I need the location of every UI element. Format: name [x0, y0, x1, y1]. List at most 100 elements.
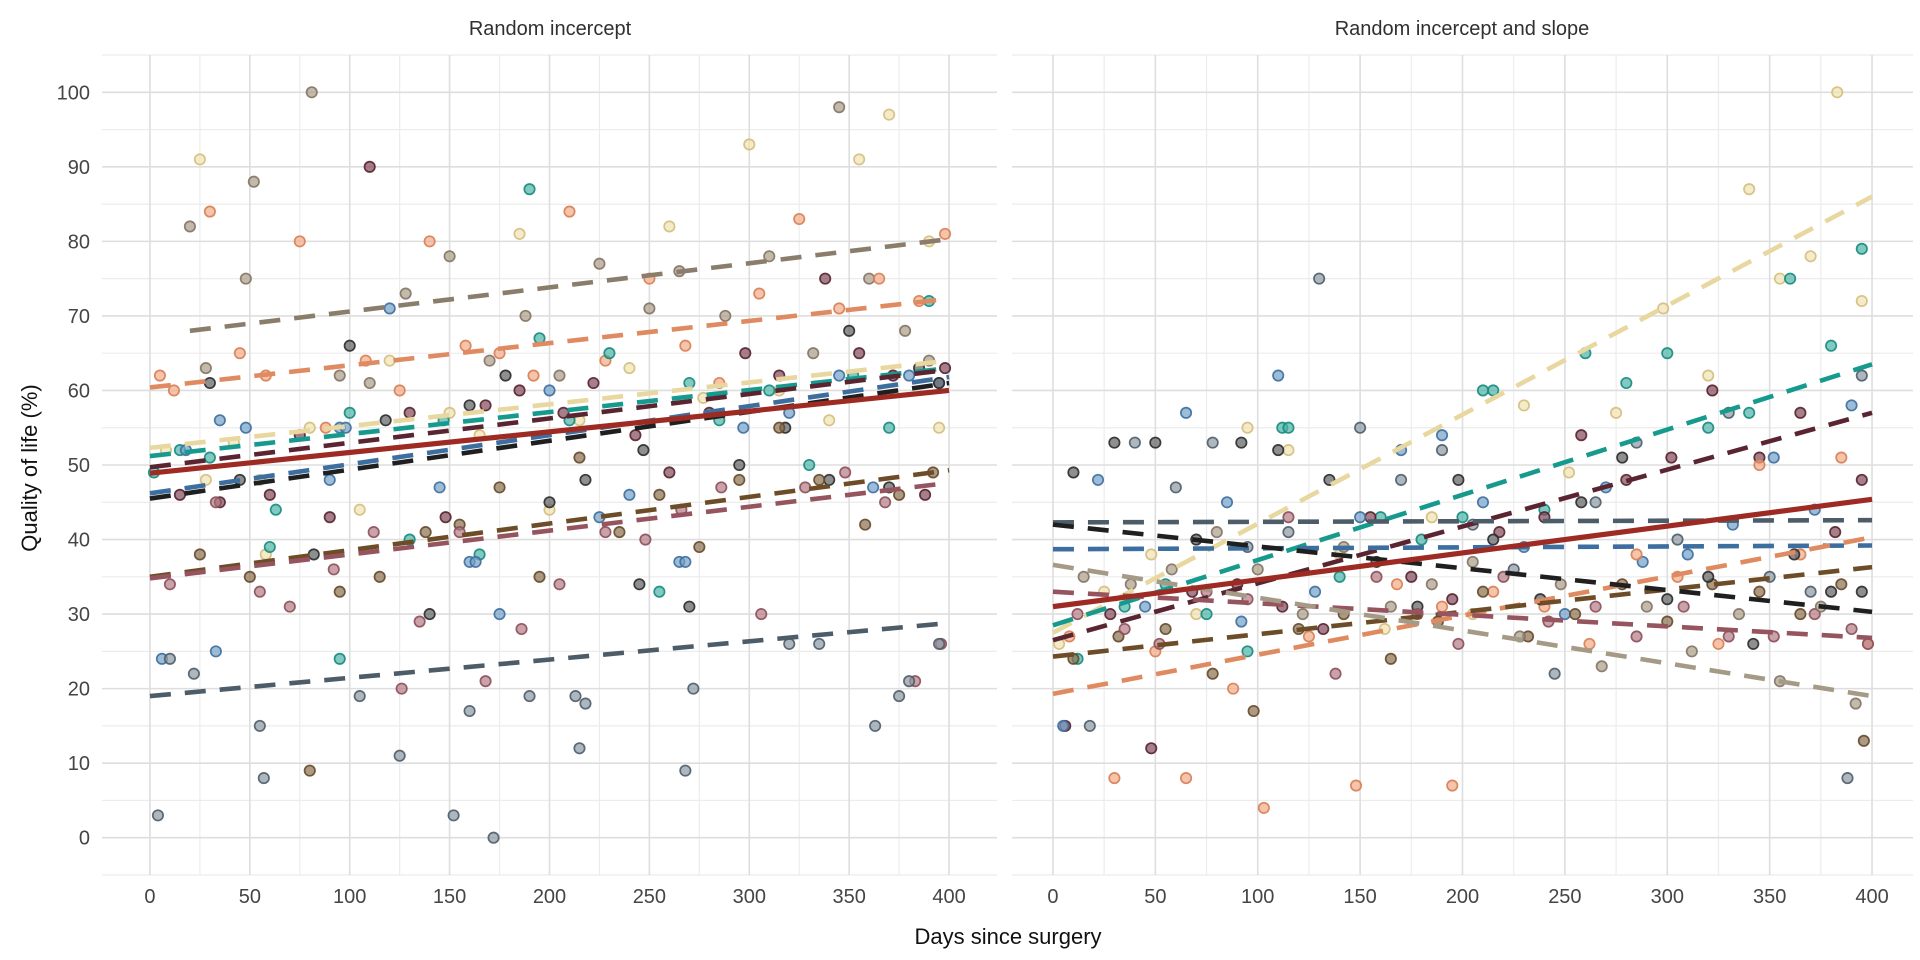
data-point — [233, 347, 246, 360]
data-point — [1333, 570, 1346, 583]
data-point — [1190, 608, 1203, 621]
data-point — [1159, 622, 1172, 636]
data-point — [1272, 444, 1285, 457]
data-point — [363, 376, 376, 390]
data-point — [813, 637, 826, 650]
data-point — [459, 339, 472, 352]
x-tick-label: 100 — [333, 886, 366, 908]
data-point — [353, 690, 366, 703]
data-point — [519, 309, 532, 322]
data-point — [423, 608, 436, 621]
x-tick-label: 350 — [832, 886, 865, 908]
data-point — [633, 578, 646, 591]
data-point — [1272, 369, 1285, 382]
data-point — [623, 488, 636, 501]
data-point — [1108, 772, 1121, 785]
data-point — [579, 473, 592, 486]
x-tick-label: 0 — [1047, 886, 1058, 908]
data-point — [1227, 682, 1240, 695]
data-point — [209, 645, 222, 658]
data-point — [395, 682, 408, 695]
data-point — [593, 257, 606, 270]
data-point — [1200, 608, 1213, 621]
data-point — [203, 376, 216, 390]
data-point — [1206, 436, 1219, 449]
data-point — [527, 369, 540, 382]
data-point — [419, 526, 432, 539]
data-point — [679, 764, 692, 777]
data-point — [479, 399, 492, 412]
data-point — [1235, 615, 1248, 628]
data-point — [1384, 652, 1397, 665]
regression-line — [149, 620, 950, 699]
data-point — [1395, 473, 1408, 486]
data-point — [1767, 451, 1780, 464]
data-point — [1257, 801, 1270, 814]
regression-line — [149, 358, 950, 451]
data-point — [1405, 570, 1418, 583]
regression-line — [1052, 589, 1873, 641]
data-point — [1575, 496, 1588, 509]
regression-line — [189, 236, 950, 334]
data-point — [493, 608, 506, 621]
data-point — [613, 526, 626, 539]
data-point — [243, 570, 256, 583]
data-point — [367, 526, 380, 539]
regression-line — [1052, 543, 1873, 552]
x-tick-label: 200 — [1446, 886, 1479, 908]
data-point — [209, 496, 222, 509]
data-point — [515, 622, 528, 636]
data-point — [1282, 421, 1295, 434]
data-point — [733, 458, 746, 472]
data-point — [1446, 779, 1459, 792]
data-point — [353, 503, 366, 516]
data-point — [687, 682, 700, 695]
data-point — [569, 690, 582, 703]
data-point — [1835, 578, 1848, 591]
data-point — [753, 287, 766, 300]
data-point — [1825, 339, 1838, 352]
data-point — [1753, 458, 1766, 472]
data-point — [553, 369, 566, 382]
data-point — [513, 384, 526, 397]
y-tick-label: 90 — [68, 157, 90, 179]
data-point — [1206, 667, 1219, 680]
data-point — [1466, 555, 1479, 568]
data-point — [1702, 421, 1715, 434]
data-point — [305, 86, 318, 99]
data-point — [883, 108, 896, 121]
data-point — [833, 302, 846, 315]
y-tick-label: 70 — [68, 306, 90, 328]
data-point — [1677, 600, 1690, 613]
data-point — [1861, 637, 1874, 650]
x-tick-label: 400 — [1855, 886, 1888, 908]
data-point — [1804, 250, 1817, 263]
data-point — [1773, 272, 1786, 285]
x-tick-label: 300 — [733, 886, 766, 908]
data-point — [343, 406, 356, 419]
data-point — [333, 369, 346, 382]
data-point — [1057, 719, 1070, 732]
data-point — [1835, 451, 1848, 464]
data-point — [1722, 630, 1735, 643]
regression-line — [149, 374, 950, 496]
regression-line — [149, 480, 950, 581]
data-point — [939, 227, 952, 240]
data-point — [1671, 533, 1684, 546]
data-point — [867, 481, 880, 494]
data-point — [283, 600, 296, 613]
x-tick-label: 300 — [1651, 886, 1684, 908]
data-point — [1309, 585, 1322, 598]
data-point — [1067, 466, 1080, 479]
data-point — [1849, 697, 1862, 710]
data-point — [1456, 511, 1469, 524]
data-point — [1180, 406, 1193, 419]
data-point — [1620, 376, 1633, 390]
data-point — [513, 227, 526, 240]
data-point — [1476, 496, 1490, 509]
data-point — [403, 406, 416, 419]
data-point — [239, 421, 252, 434]
data-point — [1743, 406, 1756, 419]
data-point — [1681, 548, 1694, 561]
data-point — [1583, 637, 1596, 650]
